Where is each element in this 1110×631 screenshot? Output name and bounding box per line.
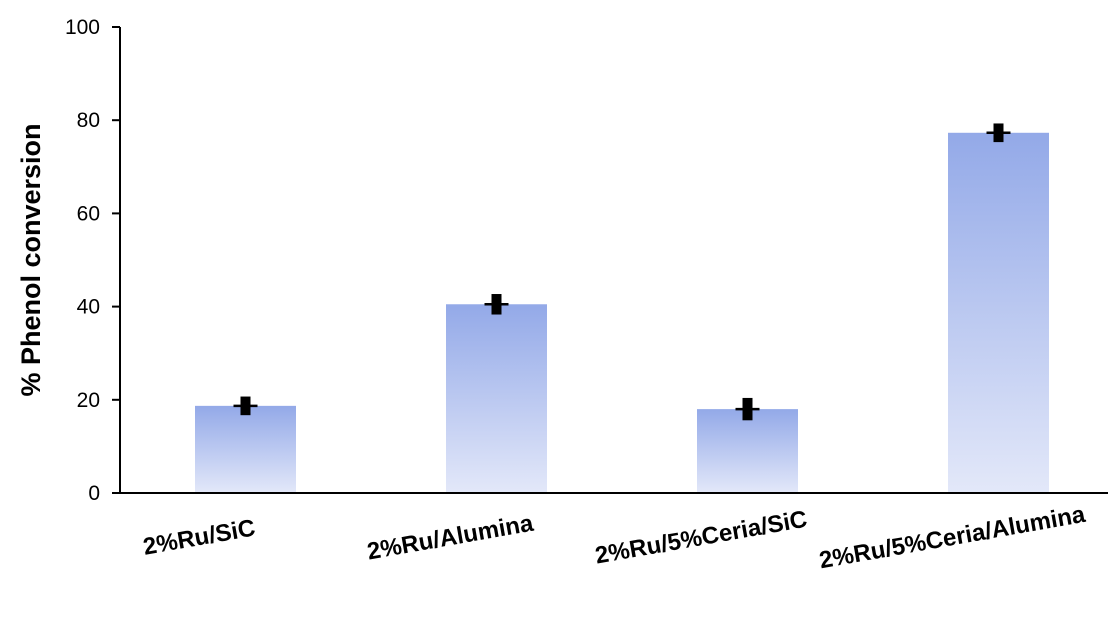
y-tick-label: 100 bbox=[65, 16, 100, 39]
x-tick-label: 2%Ru/5%Ceria/Alumina bbox=[817, 501, 1088, 574]
error-bars-layer bbox=[233, 123, 1011, 421]
bars-layer bbox=[195, 132, 1049, 494]
axes-layer bbox=[112, 26, 1108, 494]
error-bar-1 bbox=[233, 396, 258, 416]
y-tick-label: 80 bbox=[77, 109, 100, 132]
bar-4 bbox=[948, 132, 1049, 494]
x-tick-label: 2%Ru/SiC bbox=[141, 514, 257, 560]
error-bar-3 bbox=[735, 397, 760, 421]
bar-3 bbox=[697, 409, 798, 493]
x-tick-label: 2%Ru/5%Ceria/SiC bbox=[593, 506, 809, 570]
bar-1 bbox=[195, 405, 296, 493]
x-tick-label: 2%Ru/Alumina bbox=[365, 510, 536, 566]
error-bar-4 bbox=[986, 123, 1011, 143]
bar-2 bbox=[446, 304, 547, 493]
y-tick-label: 20 bbox=[77, 389, 100, 412]
y-tick-label: 60 bbox=[77, 202, 100, 225]
y-tick-label: 40 bbox=[77, 296, 100, 319]
y-tick-label: 0 bbox=[88, 482, 100, 505]
y-axis-title: % Phenol conversion bbox=[16, 123, 46, 396]
error-bar-2 bbox=[484, 294, 509, 315]
